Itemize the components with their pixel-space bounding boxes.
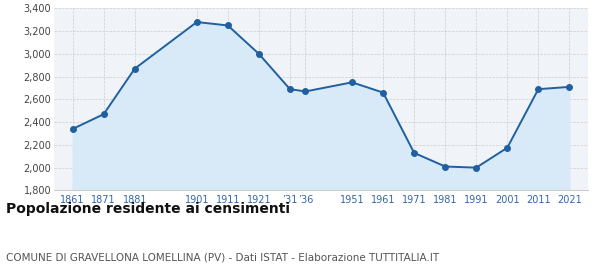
Point — [378, 90, 388, 95]
Point — [347, 80, 357, 85]
Point — [192, 20, 202, 24]
Point — [223, 23, 233, 28]
Point — [472, 165, 481, 170]
Point — [440, 164, 450, 169]
Point — [285, 87, 295, 91]
Point — [409, 151, 419, 155]
Point — [99, 112, 109, 116]
Point — [68, 127, 77, 131]
Point — [502, 146, 512, 150]
Point — [130, 66, 140, 71]
Point — [254, 52, 264, 56]
Point — [301, 89, 310, 94]
Text: Popolazione residente ai censimenti: Popolazione residente ai censimenti — [6, 202, 290, 216]
Text: COMUNE DI GRAVELLONA LOMELLINA (PV) - Dati ISTAT - Elaborazione TUTTITALIA.IT: COMUNE DI GRAVELLONA LOMELLINA (PV) - Da… — [6, 252, 439, 262]
Point — [565, 85, 574, 89]
Point — [533, 87, 543, 91]
